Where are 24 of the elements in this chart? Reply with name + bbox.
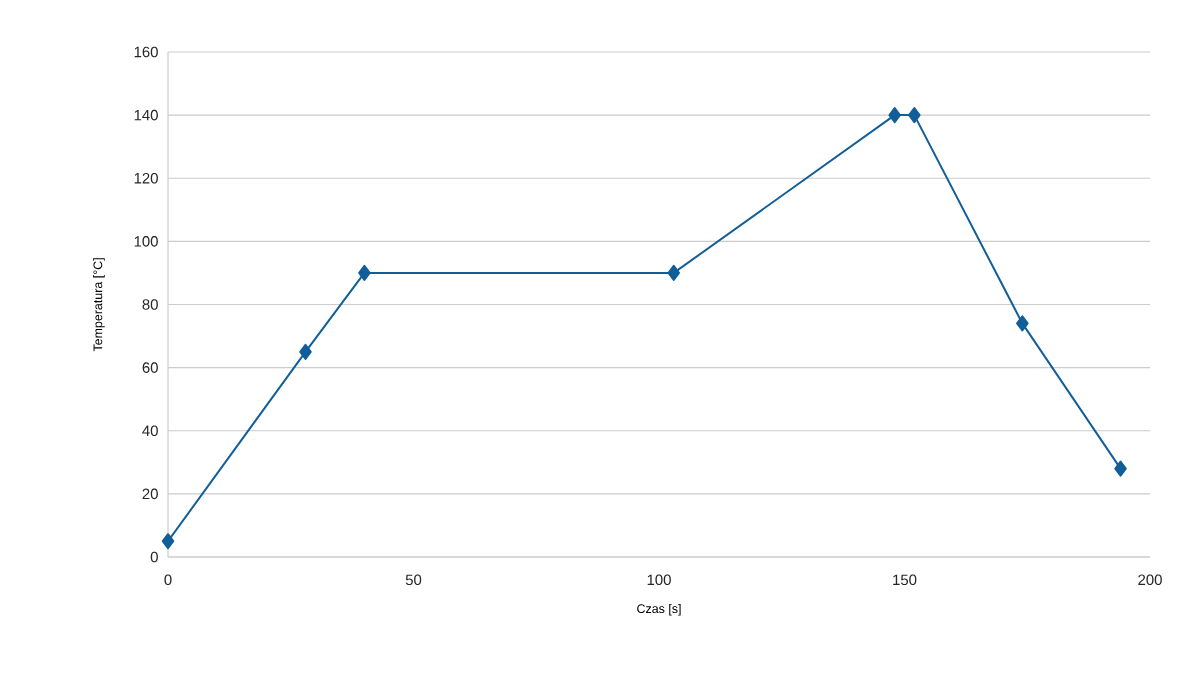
point	[358, 264, 371, 281]
y-tick-label: 140	[134, 109, 158, 121]
x-tick-label: 200	[1138, 574, 1162, 586]
y-tick-label: 160	[134, 46, 158, 58]
y-tick-label: 80	[142, 299, 158, 310]
x-axis-title: Czas [s]	[637, 603, 681, 616]
point	[1016, 315, 1029, 332]
point	[888, 107, 901, 124]
x-tick-label: 150	[893, 574, 917, 586]
point	[1114, 460, 1127, 477]
y-tick-label: 60	[142, 362, 158, 373]
point	[667, 264, 680, 281]
y-tick-label: 120	[134, 172, 158, 184]
y-tick-label: 20	[142, 488, 158, 500]
x-tick-label: 0	[164, 574, 172, 586]
point	[299, 343, 312, 360]
point	[908, 107, 921, 124]
point	[161, 533, 175, 550]
y-tick-label: 100	[134, 236, 158, 247]
x-tick-label: 100	[647, 574, 671, 586]
x-tick-label: 50	[405, 574, 422, 586]
y-tick-label: 40	[142, 425, 158, 437]
y-axis-title: Temperatura [°C]	[93, 258, 105, 352]
y-tick-label: 0	[150, 551, 158, 563]
